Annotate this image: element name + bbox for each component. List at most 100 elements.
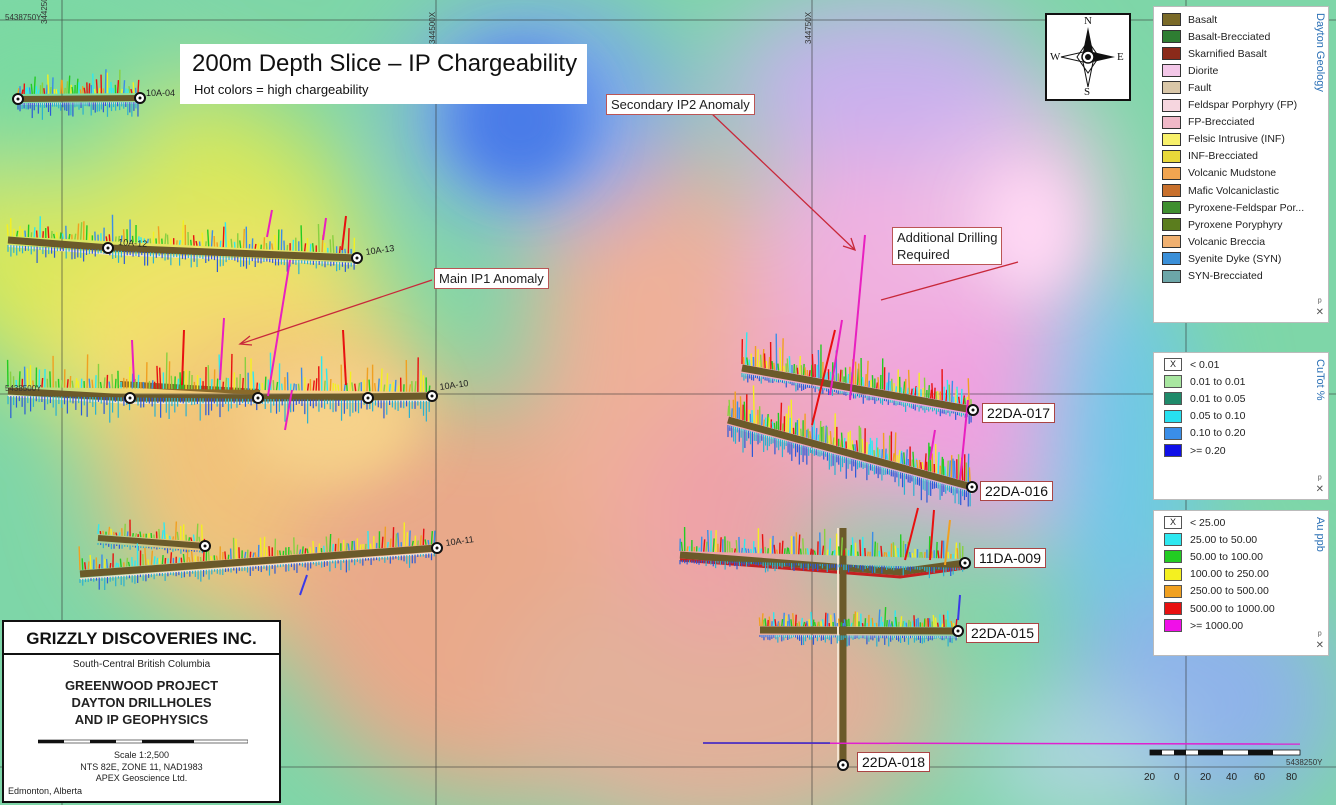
- assay-spike: [303, 243, 307, 252]
- grid-label-north-top: 5438750Y: [5, 13, 42, 22]
- assay-spike: [309, 546, 312, 554]
- assay-spike: [843, 549, 846, 556]
- assay-spike: [132, 82, 135, 94]
- legend-swatch: [1162, 184, 1181, 197]
- pin-close-icon[interactable]: ᵖ ✕: [1315, 630, 1324, 651]
- assay-spike: [821, 619, 825, 627]
- callout-secondary-ip2: Secondary IP2 Anomaly: [606, 94, 755, 115]
- assay-spike: [128, 86, 131, 94]
- cu-legend-tab[interactable]: CuTot %: [1314, 359, 1326, 401]
- drillhole-label-22da-017: 22DA-017: [982, 403, 1056, 423]
- assay-spike: [6, 224, 9, 237]
- assay-spike: [705, 541, 708, 552]
- assay-spike: [71, 380, 74, 388]
- assay-spike: [178, 240, 181, 245]
- assay-spike-high: [957, 594, 961, 621]
- assay-spike: [146, 238, 149, 244]
- assay-spike: [707, 529, 710, 552]
- assay-spike: [731, 408, 733, 418]
- cu-legend-item: X < 0.01: [1164, 356, 1220, 373]
- geology-legend-panel[interactable]: Dayton Geology ᵖ ✕ Basalt Basalt-Brecciate…: [1153, 6, 1329, 323]
- assay-spike: [61, 233, 64, 239]
- assay-spike: [93, 88, 96, 94]
- legend-swatch: [1164, 409, 1182, 423]
- assay-spike: [334, 383, 337, 391]
- assay-spike: [808, 370, 811, 377]
- grid-label-north-bottom: 5438250Y: [1286, 758, 1323, 767]
- assay-spike: [130, 88, 133, 94]
- assay-spike: [945, 389, 948, 402]
- legend-label: 500.00 to 1000.00: [1190, 602, 1275, 615]
- au-legend-panel[interactable]: Au ppb ᵖ ✕ X < 25.00 25.00 to 50.00 50.00 to…: [1153, 510, 1329, 656]
- assay-spike: [28, 87, 31, 94]
- assay-spike: [105, 558, 109, 569]
- assay-spike: [117, 563, 120, 568]
- assay-spike: [386, 541, 389, 548]
- assay-spike: [242, 228, 246, 249]
- assay-spike: [347, 228, 350, 254]
- assay-spike: [807, 428, 810, 439]
- assay-spike: [798, 621, 801, 627]
- assay-spike: [942, 614, 945, 627]
- assay-spike: [157, 226, 160, 244]
- assay-spike: [905, 449, 908, 466]
- assay-spike: [71, 86, 74, 94]
- assay-spike: [800, 617, 803, 627]
- assay-spike: [891, 621, 894, 627]
- assay-spike: [855, 440, 859, 452]
- assay-spike: [66, 81, 69, 94]
- assay-spike: [809, 548, 813, 555]
- assay-spike: [752, 385, 755, 424]
- assay-spike: [174, 521, 178, 540]
- assay-spike: [765, 360, 768, 369]
- assay-spike: [47, 74, 50, 94]
- au-legend-tab[interactable]: Au ppb: [1314, 517, 1326, 552]
- au-legend-item: >= 1000.00: [1164, 617, 1243, 634]
- assay-spike: [790, 399, 793, 434]
- hole-label-10a-10: 10A-10: [439, 378, 469, 392]
- assay-spike: [322, 545, 326, 553]
- legend-label: 250.00 to 500.00: [1190, 585, 1269, 598]
- assay-spike: [799, 548, 802, 555]
- assay-spike: [866, 551, 869, 557]
- assay-spike: [956, 386, 959, 404]
- cu-legend-panel[interactable]: CuTot % ᵖ ✕ X < 0.01 0.01 to 0.01 0.01 to 0.…: [1153, 352, 1329, 500]
- assay-spike: [843, 619, 846, 627]
- assay-spike: [802, 538, 805, 555]
- assay-spike: [806, 548, 809, 555]
- assay-spike: [778, 622, 781, 627]
- assay-spike: [940, 540, 943, 559]
- assay-spike: [388, 384, 391, 392]
- legend-label: Felsic Intrusive (INF): [1188, 133, 1285, 146]
- hole-label-10a-13: 10A-13: [365, 243, 395, 257]
- assay-spike: [893, 610, 896, 627]
- assay-spike: [819, 420, 822, 442]
- callout-main-ip1: Main IP1 Anomaly: [434, 268, 549, 289]
- assay-spike-high: [322, 217, 327, 241]
- assay-spike: [397, 385, 400, 392]
- assay-spike: [892, 453, 895, 462]
- assay-spike: [406, 532, 409, 547]
- assay-spike: [125, 557, 129, 567]
- au-legend-item: 50.00 to 100.00: [1164, 548, 1263, 565]
- cu-legend-item: 0.01 to 0.01: [1164, 373, 1245, 390]
- geology-legend-tab[interactable]: Dayton Geology: [1314, 13, 1326, 92]
- assay-spike: [97, 524, 100, 535]
- assay-spike: [712, 538, 715, 552]
- assay-spike: [747, 548, 750, 554]
- legend-swatch: [1162, 149, 1181, 163]
- assay-spike: [897, 547, 900, 558]
- pin-close-icon[interactable]: ᵖ ✕: [1315, 297, 1324, 318]
- assay-spike: [186, 549, 189, 563]
- assay-spike: [158, 367, 162, 389]
- assay-spike: [172, 536, 175, 540]
- assay-spike: [941, 623, 944, 628]
- assay-spike: [761, 414, 764, 426]
- assay-spike: [739, 396, 742, 420]
- pin-close-icon[interactable]: ᵖ ✕: [1315, 474, 1324, 495]
- assay-spike: [95, 79, 98, 94]
- assay-spike: [127, 561, 131, 567]
- assay-spike: [894, 616, 898, 627]
- assay-spike: [84, 562, 87, 570]
- assay-spike: [68, 75, 71, 94]
